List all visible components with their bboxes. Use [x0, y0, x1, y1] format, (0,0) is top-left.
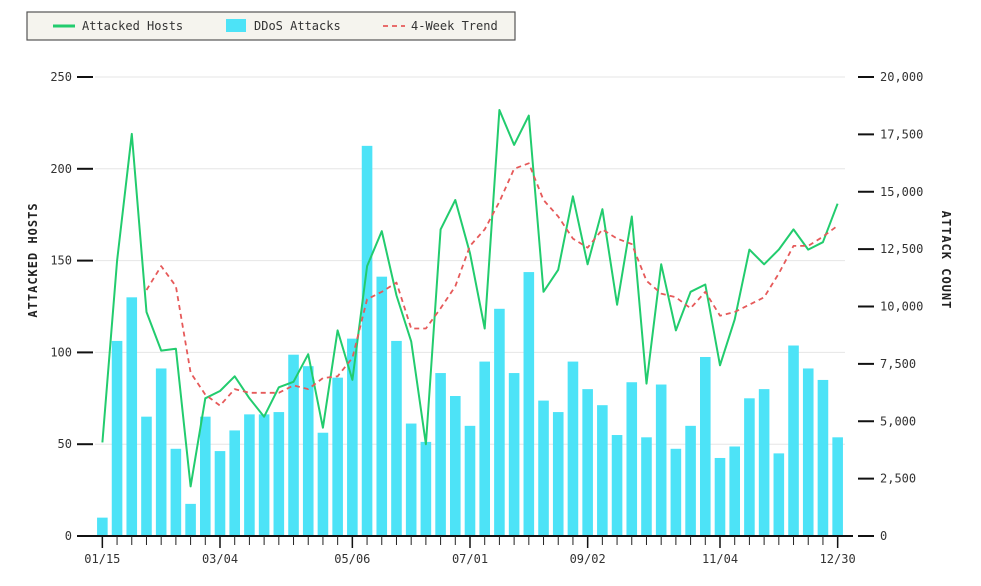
line-series: [101, 109, 839, 488]
bar-ddos-attacks: [214, 451, 226, 536]
bar-ddos-attacks: [185, 503, 196, 536]
bar-ddos-attacks: [611, 435, 623, 536]
bar-ddos-attacks: [405, 423, 417, 536]
right-tick-label: 7,500: [880, 357, 916, 371]
left-tick-label: 0: [65, 529, 72, 543]
line-attacked-hosts: [101, 109, 839, 488]
bar-ddos-attacks: [788, 345, 799, 536]
bar-ddos-attacks: [111, 340, 123, 536]
legend-box: [26, 11, 516, 41]
bar-ddos-attacks: [302, 366, 314, 536]
bar-ddos-attacks: [567, 361, 579, 536]
bar-ddos-attacks: [244, 414, 255, 536]
right-axis-title: ATTACK COUNT: [939, 211, 953, 310]
bar-ddos-attacks: [288, 354, 299, 536]
bar-ddos-attacks: [685, 425, 696, 536]
ddos-bars: [97, 145, 843, 536]
right-tick-label: 15,000: [880, 185, 923, 199]
x-tick-label: 01/15: [84, 552, 120, 566]
bar-ddos-attacks: [582, 389, 593, 536]
bar-ddos-attacks: [420, 441, 432, 536]
bar-ddos-attacks: [126, 297, 138, 536]
bar-ddos-attacks: [273, 412, 285, 536]
x-tick-label: 09/02: [570, 552, 606, 566]
line-4-week-trend: [145, 162, 839, 407]
bar-ddos-attacks: [758, 389, 770, 536]
axes: 01/15 03/04 05/06 07/01 09/02 11/04 12/30 0 50 10…: [50, 70, 923, 566]
bar-ddos-attacks: [376, 276, 388, 536]
legend-label-attacked-hosts: Attacked Hosts: [82, 19, 183, 33]
bar-ddos-attacks: [494, 308, 505, 536]
left-tick-label: 150: [50, 254, 72, 268]
x-tick-label: 05/06: [334, 552, 370, 566]
bar-ddos-attacks: [170, 448, 182, 536]
bar-ddos-attacks: [597, 405, 608, 536]
bar-ddos-attacks: [97, 517, 108, 536]
right-tick-label: 17,500: [880, 127, 923, 141]
legend-label-ddos-attacks: DDoS Attacks: [254, 19, 341, 33]
x-tick-label: 03/04: [202, 552, 238, 566]
bar-ddos-attacks: [347, 338, 358, 536]
right-tick-label: 0: [880, 529, 887, 543]
bar-ddos-attacks: [802, 368, 814, 536]
left-tick-label: 50: [58, 437, 72, 451]
bar-ddos-attacks: [670, 448, 682, 536]
bar-ddos-attacks: [258, 414, 270, 536]
bar-ddos-attacks: [744, 398, 755, 536]
legend-label-4-week-trend: 4-Week Trend: [411, 19, 498, 33]
bar-ddos-attacks: [773, 453, 785, 536]
right-tick-label: 5,000: [880, 414, 916, 428]
right-tick-label: 12,500: [880, 242, 923, 256]
bar-ddos-attacks: [332, 377, 343, 536]
left-tick-label: 200: [50, 162, 72, 176]
left-tick-label: 250: [50, 70, 72, 84]
right-tick-label: 2,500: [880, 472, 916, 486]
bar-ddos-attacks: [229, 430, 240, 536]
left-axis-title: ATTACKED HOSTS: [26, 202, 40, 317]
bar-ddos-attacks: [435, 373, 446, 536]
bar-ddos-attacks: [361, 145, 373, 536]
right-tick-label: 10,000: [880, 300, 923, 314]
right-tick-label: 20,000: [880, 70, 923, 84]
left-tick-label: 100: [50, 345, 72, 359]
bar-ddos-attacks: [832, 437, 843, 536]
x-tick-label: 07/01: [452, 552, 488, 566]
legend-swatch-ddos-attacks: [226, 19, 246, 32]
bar-ddos-attacks: [450, 396, 461, 536]
bar-ddos-attacks: [141, 416, 152, 536]
bar-ddos-attacks: [155, 368, 167, 536]
bar-ddos-attacks: [317, 432, 329, 536]
x-tick-label: 12/30: [820, 552, 856, 566]
bar-ddos-attacks: [626, 382, 638, 536]
bar-ddos-attacks: [538, 400, 549, 536]
bar-ddos-attacks: [508, 373, 520, 536]
legend: Attacked Hosts DDoS Attacks 4-Week Trend: [26, 11, 516, 41]
x-tick-label: 11/04: [702, 552, 738, 566]
bar-ddos-attacks: [523, 272, 535, 536]
bar-ddos-attacks: [479, 361, 490, 536]
bar-ddos-attacks: [391, 340, 402, 536]
bar-ddos-attacks: [655, 384, 667, 536]
bar-ddos-attacks: [200, 416, 211, 536]
bar-ddos-attacks: [464, 425, 476, 536]
bar-ddos-attacks: [641, 437, 652, 536]
bar-ddos-attacks: [714, 457, 726, 536]
bar-ddos-attacks: [729, 446, 740, 536]
bar-ddos-attacks: [700, 356, 711, 536]
bar-ddos-attacks: [552, 412, 564, 536]
bar-ddos-attacks: [817, 379, 829, 536]
